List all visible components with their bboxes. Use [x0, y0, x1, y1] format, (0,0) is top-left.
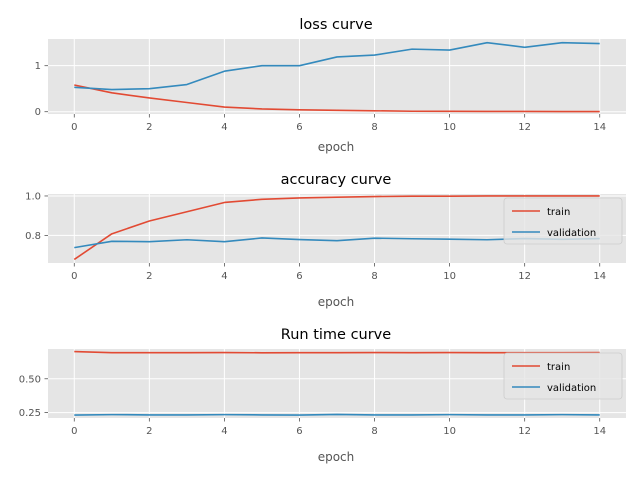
- y-tick-label: 1.0: [25, 191, 41, 202]
- chart-title: loss curve: [299, 17, 372, 33]
- x-tick-label: 14: [593, 122, 606, 133]
- x-tick-label: 8: [371, 426, 377, 437]
- plot-area: 0 2 4 6 8 10 12 14 0 1: [35, 39, 626, 133]
- x-tick-label: 2: [146, 122, 152, 133]
- accuracy-chart-panel: 0 2 4 6 8 10 12 14 0.8 1.0 train validation accuracy…: [25, 172, 626, 309]
- x-tick-label: 12: [518, 122, 531, 133]
- legend-label: validation: [547, 228, 596, 239]
- y-tick-label: 1: [35, 61, 41, 72]
- y-tick-label: 0: [35, 107, 41, 118]
- series-line-series-1: [74, 41, 600, 91]
- x-tick-label: 4: [221, 271, 227, 282]
- x-tick-label: 0: [71, 426, 77, 437]
- x-tick-label: 10: [443, 122, 456, 133]
- plot-area: 0 2 4 6 8 10 12 14 0.25 0.50 train validation: [19, 349, 626, 437]
- legend: train validation: [503, 197, 623, 245]
- x-tick-label: 6: [296, 426, 302, 437]
- x-tick-label: 14: [593, 426, 606, 437]
- legend-label: train: [547, 362, 570, 373]
- x-tick-label: 10: [443, 271, 456, 282]
- x-tick-label: 0: [71, 122, 77, 133]
- x-tick-label: 12: [518, 271, 531, 282]
- chart-title: Run time curve: [281, 327, 391, 343]
- x-tick-label: 2: [146, 426, 152, 437]
- x-tick-label: 12: [518, 426, 531, 437]
- x-tick-label: 8: [371, 271, 377, 282]
- x-tick-label: 6: [296, 271, 302, 282]
- y-tick-label: 0.8: [25, 231, 41, 242]
- x-tick-label: 8: [371, 122, 377, 133]
- series-line-series-0: [74, 84, 600, 113]
- loss-chart-panel: 0 2 4 6 8 10 12 14 0 1 loss curve epoch: [35, 17, 626, 154]
- legend: train validation: [503, 352, 623, 400]
- y-tick-label: 0.25: [19, 408, 41, 419]
- runtime-chart-panel: 0 2 4 6 8 10 12 14 0.25 0.50 train validation Run ti…: [19, 327, 626, 464]
- legend-label: train: [547, 207, 570, 218]
- x-axis-label: epoch: [318, 140, 355, 154]
- x-tick-label: 0: [71, 271, 77, 282]
- series-line-validation: [74, 413, 600, 416]
- x-tick-label: 4: [221, 426, 227, 437]
- y-tick-label: 0.50: [19, 374, 41, 385]
- chart-title: accuracy curve: [281, 172, 392, 188]
- plot-area: 0 2 4 6 8 10 12 14 0.8 1.0 train validation: [25, 191, 626, 282]
- legend-label: validation: [547, 383, 596, 394]
- plot-background: [48, 39, 626, 114]
- x-axis-label: epoch: [318, 295, 355, 309]
- x-tick-label: 2: [146, 271, 152, 282]
- x-tick-label: 14: [593, 271, 606, 282]
- series-line-train: [73, 195, 600, 261]
- x-tick-label: 4: [221, 122, 227, 133]
- x-axis-label: epoch: [318, 450, 355, 464]
- x-tick-label: 6: [296, 122, 302, 133]
- x-tick-label: 10: [443, 426, 456, 437]
